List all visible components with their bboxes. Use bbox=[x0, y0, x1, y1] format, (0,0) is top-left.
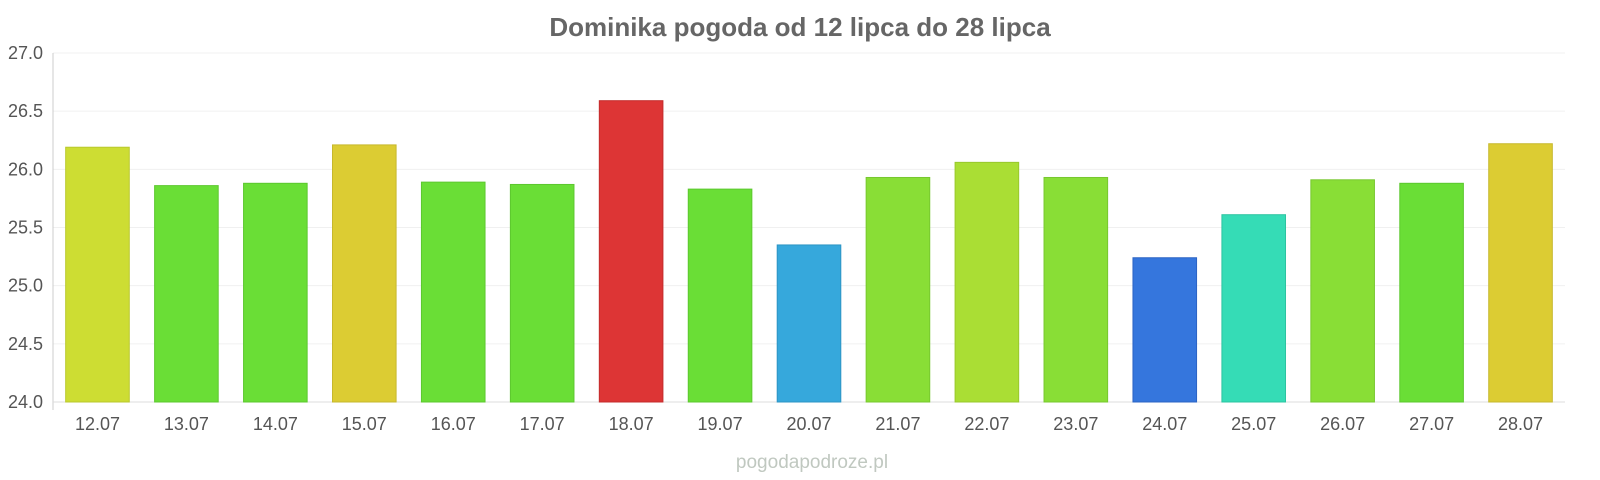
x-tick-label: 19.07 bbox=[698, 414, 743, 434]
bar-24.07 bbox=[1132, 257, 1198, 403]
x-tick-label: 17.07 bbox=[520, 414, 565, 434]
x-tick-label: 16.07 bbox=[431, 414, 476, 434]
x-tick-label: 12.07 bbox=[75, 414, 120, 434]
bar-14.07 bbox=[243, 182, 308, 403]
bar-25.07 bbox=[1221, 214, 1287, 403]
bars bbox=[65, 100, 1553, 403]
x-tick-label: 26.07 bbox=[1320, 414, 1365, 434]
watermark: pogodapodroze.pl bbox=[736, 452, 888, 473]
x-tick-label: 18.07 bbox=[609, 414, 654, 434]
bar-22.07 bbox=[954, 161, 1020, 403]
bar-15.07 bbox=[331, 144, 397, 403]
x-tick-label: 24.07 bbox=[1142, 414, 1187, 434]
y-tick-label: 24.0 bbox=[8, 392, 43, 412]
x-tick-label: 28.07 bbox=[1498, 414, 1543, 434]
bar-28.07 bbox=[1488, 143, 1553, 403]
y-tick-label: 26.5 bbox=[8, 101, 43, 121]
x-tick-label: 15.07 bbox=[342, 414, 387, 434]
bar-21.07 bbox=[865, 176, 931, 403]
y-tick-label: 25.0 bbox=[8, 276, 43, 296]
x-tick-label: 25.07 bbox=[1231, 414, 1276, 434]
bar-20.07 bbox=[776, 244, 842, 403]
bar-16.07 bbox=[420, 181, 486, 403]
x-tick-label: 22.07 bbox=[964, 414, 1009, 434]
x-tick-label: 13.07 bbox=[164, 414, 209, 434]
bar-26.07 bbox=[1310, 179, 1375, 403]
bar-23.07 bbox=[1043, 176, 1109, 403]
bar-18.07 bbox=[598, 100, 664, 403]
bar-17.07 bbox=[509, 183, 575, 403]
x-tick-label: 14.07 bbox=[253, 414, 298, 434]
y-tick-label: 24.5 bbox=[8, 334, 43, 354]
x-axis-labels: 12.07 13.07 14.07 15.07 16.07 17.07 18.07 19.07… bbox=[75, 414, 1543, 434]
bar-12.07 bbox=[65, 146, 130, 403]
x-tick-label: 23.07 bbox=[1053, 414, 1098, 434]
x-tick-label: 27.07 bbox=[1409, 414, 1454, 434]
y-tick-label: 25.5 bbox=[8, 218, 43, 238]
bar-13.07 bbox=[154, 185, 219, 403]
x-tick-label: 20.07 bbox=[786, 414, 831, 434]
y-tick-label: 27.0 bbox=[8, 43, 43, 63]
chart-title: Dominika pogoda od 12 lipca do 28 lipca bbox=[549, 12, 1051, 42]
bar-27.07 bbox=[1399, 182, 1464, 403]
x-tick-label: 21.07 bbox=[875, 414, 920, 434]
y-tick-label: 26.0 bbox=[8, 159, 43, 179]
y-axis-labels: 24.0 24.5 25.0 25.5 26.0 26.5 27.0 bbox=[8, 43, 43, 412]
bar-19.07 bbox=[687, 188, 753, 403]
